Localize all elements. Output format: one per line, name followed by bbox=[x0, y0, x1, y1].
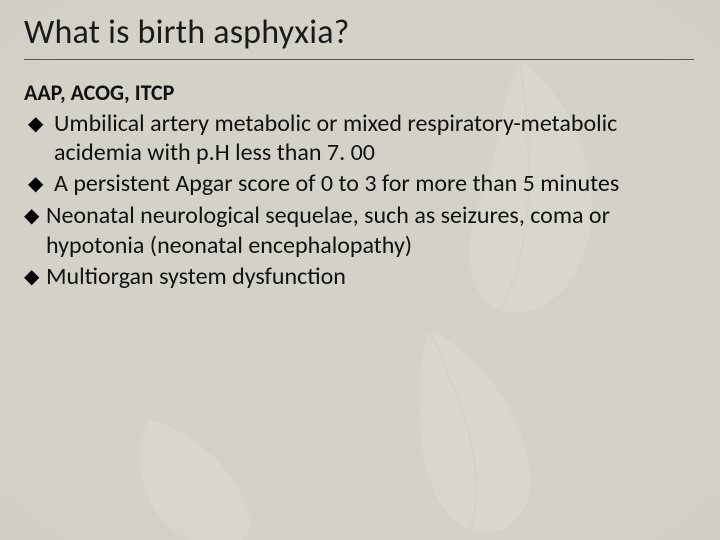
bullet-item: Neonatal neurological sequelae, such as … bbox=[24, 201, 694, 260]
slide-body: AAP, ACOG, ITCP Umbilical artery metabol… bbox=[24, 80, 694, 294]
bullet-text: Umbilical artery metabolic or mixed resp… bbox=[54, 109, 694, 168]
bullet-item: A persistent Apgar score of 0 to 3 for m… bbox=[24, 169, 694, 199]
diamond-bullet-icon bbox=[28, 169, 54, 199]
bullet-text: A persistent Apgar score of 0 to 3 for m… bbox=[54, 169, 694, 198]
slide-title: What is birth asphyxia? bbox=[24, 12, 694, 53]
bullet-item: Multiorgan system dysfunction bbox=[24, 262, 694, 292]
diamond-bullet-icon bbox=[28, 109, 54, 139]
body-subhead: AAP, ACOG, ITCP bbox=[24, 80, 694, 107]
diamond-bullet-icon bbox=[24, 262, 46, 292]
slide: What is birth asphyxia? AAP, ACOG, ITCP … bbox=[0, 0, 720, 540]
bullet-text: Multiorgan system dysfunction bbox=[46, 262, 694, 291]
diamond-bullet-icon bbox=[24, 201, 46, 231]
bullet-item: Umbilical artery metabolic or mixed resp… bbox=[24, 109, 694, 168]
bullet-text: Neonatal neurological sequelae, such as … bbox=[46, 201, 694, 260]
title-container: What is birth asphyxia? bbox=[24, 12, 694, 60]
